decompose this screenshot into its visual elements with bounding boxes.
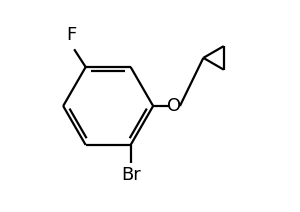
Text: Br: Br (121, 166, 140, 184)
Text: O: O (167, 97, 181, 115)
Text: F: F (66, 26, 76, 44)
